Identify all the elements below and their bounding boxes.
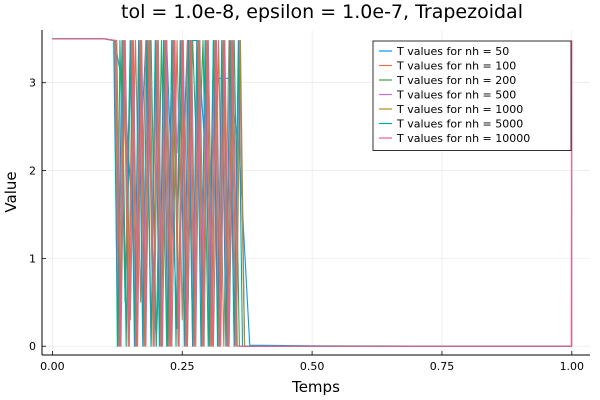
y-axis-title: Value [2,171,20,212]
legend: T values for nh = 50 T values for nh = 10… [372,40,572,151]
axes [41,30,590,356]
series-line-nh-5000 [52,38,572,347]
legend-label: T values for nh = 1000 [396,103,523,116]
series-line-nh-10000 [52,38,573,347]
x-tick-label: 0.50 [300,360,325,373]
legend-label: T values for nh = 5000 [396,118,523,131]
y-tick-label: 0 [29,340,36,353]
x-axis-title: Temps [291,378,340,396]
x-tick-label: 0.25 [170,360,195,373]
legend-label: T values for nh = 200 [396,74,516,87]
y-tick-label: 2 [29,165,36,178]
legend-label: T values for nh = 500 [396,89,516,102]
tick-labels: 0.00 0.25 0.50 0.75 1.00 0 1 2 3 [29,77,584,373]
legend-box [372,40,572,151]
x-tick-label: 0.00 [40,360,65,373]
x-tick-label: 1.00 [560,360,585,373]
y-tick-label: 3 [29,77,36,90]
series-layer [52,38,573,347]
chart-title: tol = 1.0e-8, epsilon = 1.0e-7, Trapezoi… [121,1,523,23]
y-tick-label: 1 [29,252,36,265]
legend-label: T values for nh = 100 [396,60,516,73]
legend-label: T values for nh = 10000 [396,132,530,145]
legend-label: T values for nh = 50 [396,45,509,58]
x-tick-label: 0.75 [430,360,455,373]
